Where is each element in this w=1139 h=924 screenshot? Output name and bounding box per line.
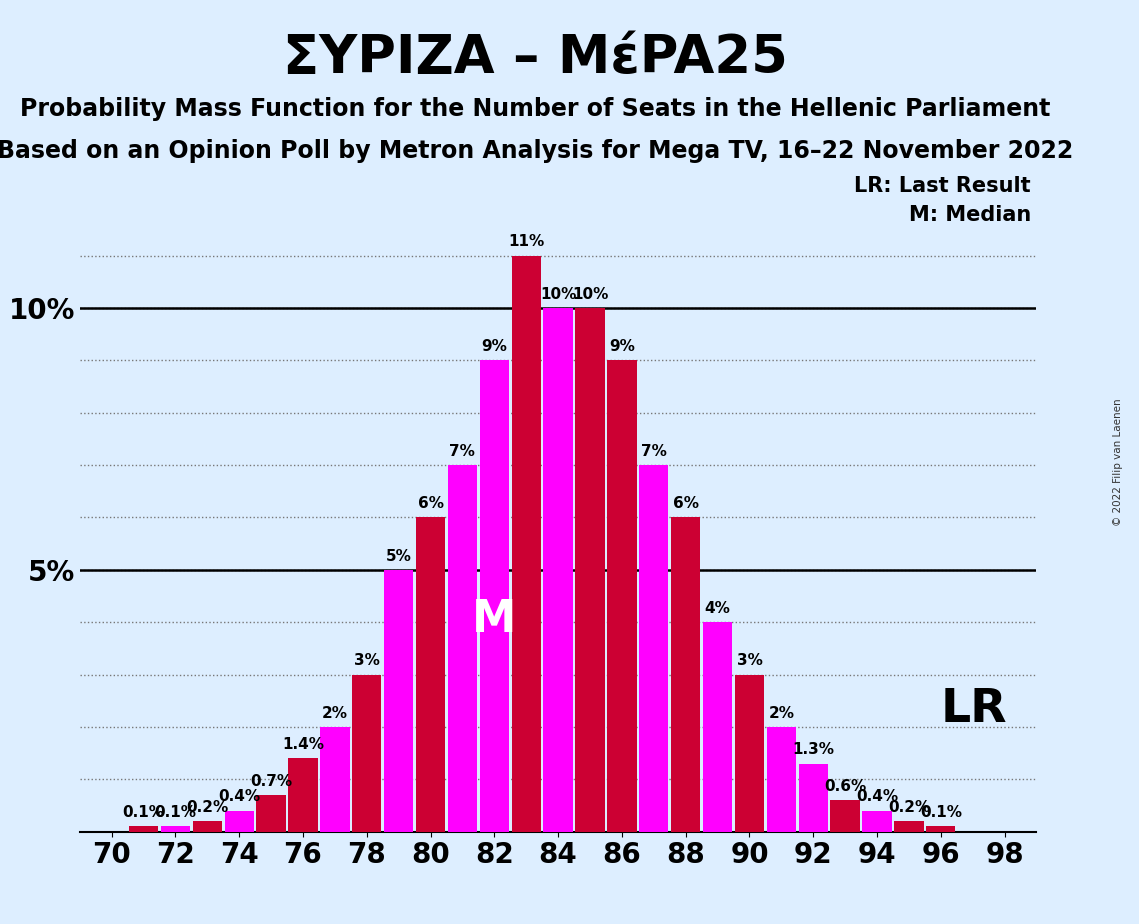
Bar: [607, 360, 637, 832]
Bar: [256, 795, 286, 832]
Bar: [798, 763, 828, 832]
Bar: [543, 308, 573, 832]
Bar: [352, 675, 382, 832]
Text: 4%: 4%: [705, 601, 730, 616]
Bar: [320, 727, 350, 832]
Bar: [416, 517, 445, 832]
Text: 11%: 11%: [508, 235, 544, 249]
Text: 0.1%: 0.1%: [155, 805, 196, 821]
Text: 9%: 9%: [482, 339, 507, 354]
Bar: [703, 622, 732, 832]
Bar: [639, 465, 669, 832]
Bar: [288, 759, 318, 832]
Text: ΣΥΡΙΖΑ – ΜέPA25: ΣΥΡΙΖΑ – ΜέPA25: [282, 32, 788, 84]
Text: 0.1%: 0.1%: [920, 805, 961, 821]
Text: 7%: 7%: [641, 444, 666, 459]
Bar: [894, 821, 924, 832]
Bar: [192, 821, 222, 832]
Text: 9%: 9%: [609, 339, 634, 354]
Bar: [735, 675, 764, 832]
Bar: [671, 517, 700, 832]
Text: 0.7%: 0.7%: [251, 773, 292, 789]
Text: 0.4%: 0.4%: [219, 789, 260, 805]
Text: 0.1%: 0.1%: [123, 805, 164, 821]
Text: © 2022 Filip van Laenen: © 2022 Filip van Laenen: [1114, 398, 1123, 526]
Bar: [129, 826, 158, 832]
Bar: [767, 727, 796, 832]
Text: M: Median: M: Median: [909, 205, 1031, 225]
Text: 6%: 6%: [673, 496, 698, 511]
Text: 2%: 2%: [322, 706, 347, 721]
Text: 5%: 5%: [386, 549, 411, 564]
Text: M: M: [473, 598, 516, 641]
Bar: [862, 810, 892, 832]
Bar: [224, 810, 254, 832]
Bar: [448, 465, 477, 832]
Text: 0.4%: 0.4%: [857, 789, 898, 805]
Bar: [161, 826, 190, 832]
Text: Based on an Opinion Poll by Metron Analysis for Mega TV, 16–22 November 2022: Based on an Opinion Poll by Metron Analy…: [0, 139, 1073, 163]
Text: 3%: 3%: [737, 653, 762, 668]
Text: Probability Mass Function for the Number of Seats in the Hellenic Parliament: Probability Mass Function for the Number…: [21, 97, 1050, 121]
Bar: [926, 826, 956, 832]
Bar: [384, 570, 413, 832]
Text: 0.2%: 0.2%: [186, 800, 229, 815]
Text: 3%: 3%: [354, 653, 379, 668]
Text: 0.2%: 0.2%: [887, 800, 931, 815]
Text: 0.6%: 0.6%: [823, 779, 867, 794]
Text: LR: Last Result: LR: Last Result: [854, 176, 1031, 196]
Text: 10%: 10%: [572, 286, 608, 302]
Bar: [480, 360, 509, 832]
Bar: [511, 256, 541, 832]
Text: 1.4%: 1.4%: [282, 737, 323, 752]
Text: 1.3%: 1.3%: [793, 742, 834, 758]
Text: 2%: 2%: [769, 706, 794, 721]
Text: 7%: 7%: [450, 444, 475, 459]
Text: LR: LR: [941, 687, 1008, 732]
Text: 6%: 6%: [418, 496, 443, 511]
Bar: [830, 800, 860, 832]
Text: 10%: 10%: [540, 286, 576, 302]
Bar: [575, 308, 605, 832]
